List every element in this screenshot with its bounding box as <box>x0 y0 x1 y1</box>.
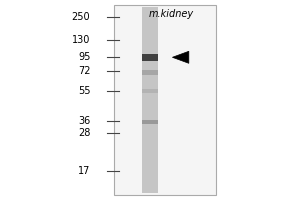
Text: 28: 28 <box>78 128 90 138</box>
Polygon shape <box>172 51 189 63</box>
Bar <box>142 54 158 61</box>
Text: 130: 130 <box>72 35 90 45</box>
Text: m.kidney: m.kidney <box>148 9 194 19</box>
Text: 250: 250 <box>72 12 90 22</box>
Bar <box>114 5 216 195</box>
Text: 72: 72 <box>78 66 90 76</box>
Text: 17: 17 <box>78 166 90 176</box>
Bar <box>142 89 158 93</box>
Text: 36: 36 <box>78 116 90 126</box>
Bar <box>142 120 158 124</box>
Bar <box>142 7 158 193</box>
Text: 55: 55 <box>78 86 90 96</box>
Text: 95: 95 <box>78 52 90 62</box>
Bar <box>142 70 158 75</box>
